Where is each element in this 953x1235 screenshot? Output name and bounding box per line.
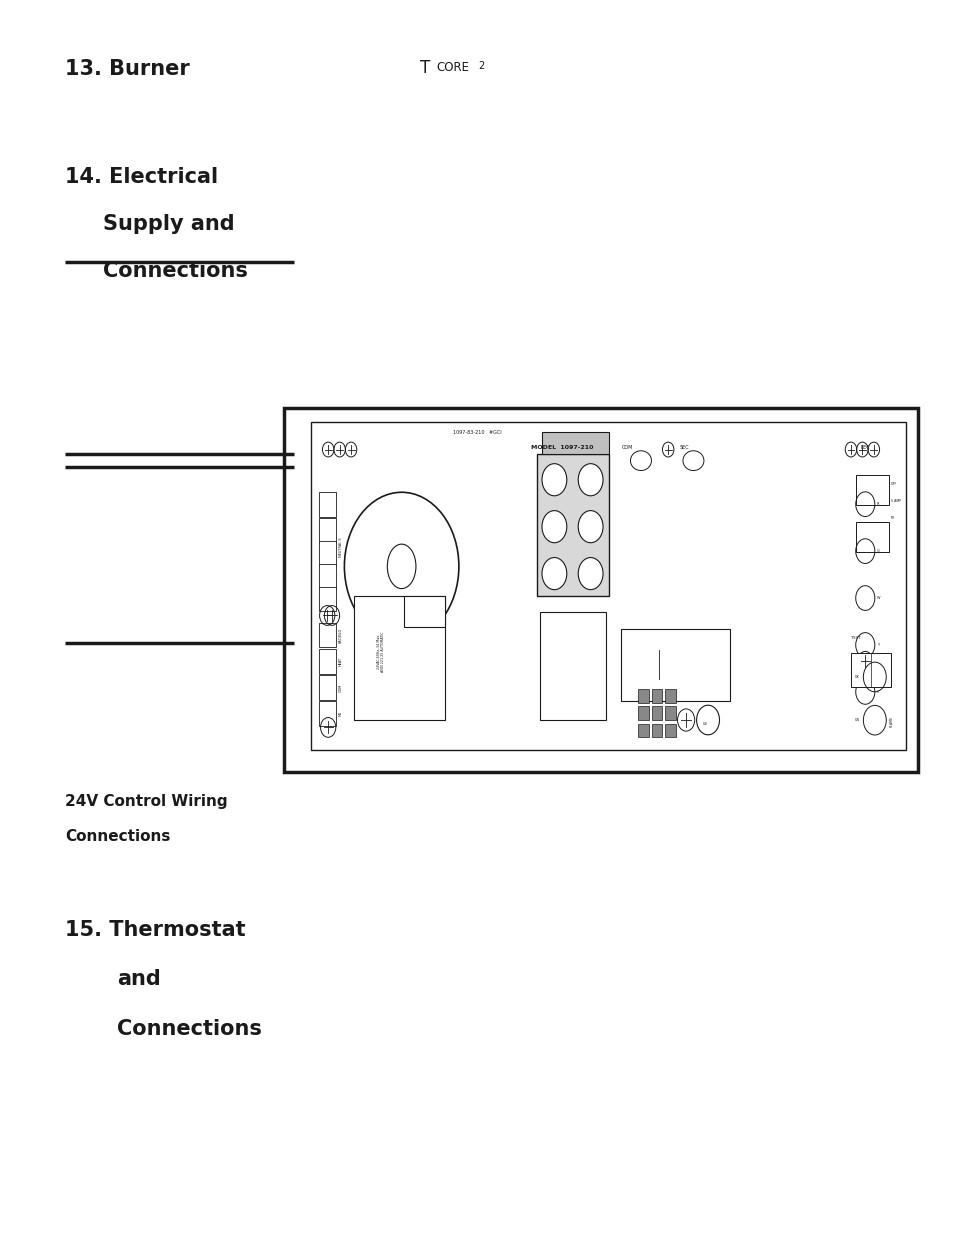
Bar: [311, 422, 905, 750]
Bar: [541, 431, 608, 453]
Text: 14. Electrical: 14. Electrical: [65, 167, 218, 186]
Text: M1: M1: [338, 711, 342, 716]
Text: G: G: [876, 550, 879, 553]
Bar: [664, 689, 675, 703]
Text: Y: Y: [876, 643, 878, 647]
Bar: [537, 453, 608, 595]
Text: OFF: OFF: [890, 482, 897, 485]
Bar: [318, 564, 335, 589]
Text: NEUTRAL S: NEUTRAL S: [338, 537, 342, 557]
Bar: [619, 629, 729, 700]
Text: SEC: SEC: [679, 445, 688, 450]
Bar: [855, 522, 888, 552]
Text: ON: ON: [854, 719, 859, 722]
Text: 24VAC,60Hz,.34 Max.
ANSI 221.25 AUTOMATIC: 24VAC,60Hz,.34 Max. ANSI 221.25 AUTOMATI…: [376, 631, 385, 672]
Text: HEAT: HEAT: [338, 657, 342, 666]
Text: COM: COM: [621, 445, 633, 450]
Circle shape: [578, 463, 602, 495]
Bar: [664, 724, 675, 737]
Text: P3: P3: [890, 516, 894, 520]
Bar: [651, 706, 661, 720]
Bar: [284, 408, 917, 772]
Text: 15. Thermostat: 15. Thermostat: [65, 920, 245, 940]
Circle shape: [541, 557, 566, 589]
Bar: [354, 595, 444, 720]
Circle shape: [578, 510, 602, 542]
Bar: [318, 676, 335, 700]
Bar: [638, 689, 648, 703]
Text: EAC/BLO: EAC/BLO: [338, 627, 342, 642]
Bar: [318, 622, 335, 647]
Circle shape: [578, 557, 602, 589]
Bar: [539, 613, 605, 720]
Bar: [318, 517, 335, 542]
Bar: [651, 724, 661, 737]
Text: 24V Control Wiring: 24V Control Wiring: [65, 794, 227, 809]
Circle shape: [541, 510, 566, 542]
Text: EEC: EEC: [860, 445, 869, 450]
Text: Supply and: Supply and: [103, 214, 234, 233]
Text: Connections: Connections: [117, 1019, 262, 1039]
Bar: [638, 706, 648, 720]
Text: FLAME: FLAME: [888, 716, 892, 727]
Text: and: and: [117, 969, 161, 989]
Bar: [318, 541, 335, 566]
Bar: [664, 706, 675, 720]
Text: T: T: [419, 59, 430, 78]
Text: Connections: Connections: [65, 829, 170, 844]
Text: MODEL  1097-210: MODEL 1097-210: [531, 445, 593, 450]
Text: Connections: Connections: [103, 261, 248, 280]
Text: OK: OK: [854, 676, 859, 679]
Circle shape: [541, 463, 566, 495]
Bar: [403, 595, 444, 627]
Text: 2: 2: [477, 61, 484, 70]
Text: R: R: [876, 503, 879, 506]
Bar: [318, 492, 335, 516]
Text: 1097-83-210   #GCI: 1097-83-210 #GCI: [453, 430, 501, 435]
Bar: [318, 701, 335, 726]
Bar: [855, 475, 888, 505]
Bar: [850, 653, 890, 688]
Bar: [318, 587, 335, 611]
Text: TEST: TEST: [850, 636, 860, 641]
Text: W: W: [876, 597, 880, 600]
Text: CORE: CORE: [436, 61, 469, 74]
Text: US: US: [701, 722, 706, 726]
Text: COM: COM: [338, 683, 342, 692]
Text: 5 AMP: 5 AMP: [890, 499, 901, 503]
Text: 13. Burner: 13. Burner: [65, 59, 190, 79]
Bar: [318, 648, 335, 673]
Bar: [638, 724, 648, 737]
Bar: [651, 689, 661, 703]
Text: C: C: [876, 690, 879, 694]
